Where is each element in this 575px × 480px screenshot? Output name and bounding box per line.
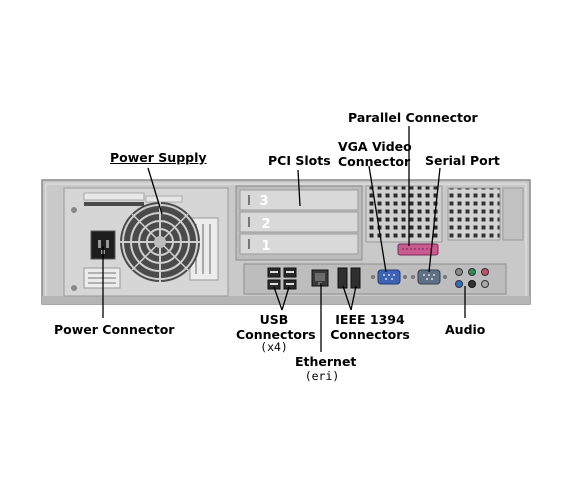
leader-usb-left [273, 286, 283, 311]
label-power-connector: Power Connector [54, 322, 175, 337]
label-ethernet: Ethernet [295, 354, 357, 369]
label-pci-slots: PCI Slots [268, 153, 331, 168]
label-parallel-connector: Parallel Connector [348, 110, 478, 125]
power-supply-fan [120, 202, 200, 282]
label-power-supply: Power Supply [110, 150, 207, 165]
leader-pci-slots [297, 169, 301, 207]
label-ieee-line2: Connectors [330, 327, 410, 342]
label-vga-line2: Connector [338, 154, 411, 169]
leader-usb-right [281, 286, 290, 311]
ethernet-port [311, 269, 329, 287]
audio-jacks [455, 268, 489, 288]
leader-ieee-right [350, 285, 357, 311]
label-serial-port: Serial Port [425, 153, 500, 168]
leader-ieee-left [342, 285, 352, 311]
parallel-port [397, 243, 439, 256]
label-usb-connectors: USB Connectors [236, 312, 316, 342]
vga-port [371, 269, 407, 285]
vent-grille [365, 185, 524, 243]
slot-number-2: 2 [261, 217, 270, 232]
leader-vga [368, 165, 387, 273]
slot-number-3: 3 [259, 194, 268, 209]
leader-serial [428, 167, 441, 273]
label-ieee-line1: IEEE 1394 [335, 312, 405, 327]
leader-power-supply [147, 167, 163, 215]
leader-lines [102, 126, 466, 352]
label-ieee1394-connectors: IEEE 1394 Connectors [330, 312, 410, 342]
slot-number-1: 1 [261, 239, 270, 254]
usb-ports [267, 267, 297, 290]
label-usb-line2: Connectors [236, 327, 316, 342]
label-vga-line1: VGA Video [338, 139, 412, 154]
label-usb-line1: USB [259, 312, 289, 327]
label-ethernet-sub: (eri) [304, 369, 340, 383]
label-audio: Audio [445, 322, 486, 337]
label-vga-video-connector: VGA Video Connector [338, 139, 412, 169]
label-usb-count: (x4) [260, 340, 288, 354]
io-panel [243, 263, 507, 295]
